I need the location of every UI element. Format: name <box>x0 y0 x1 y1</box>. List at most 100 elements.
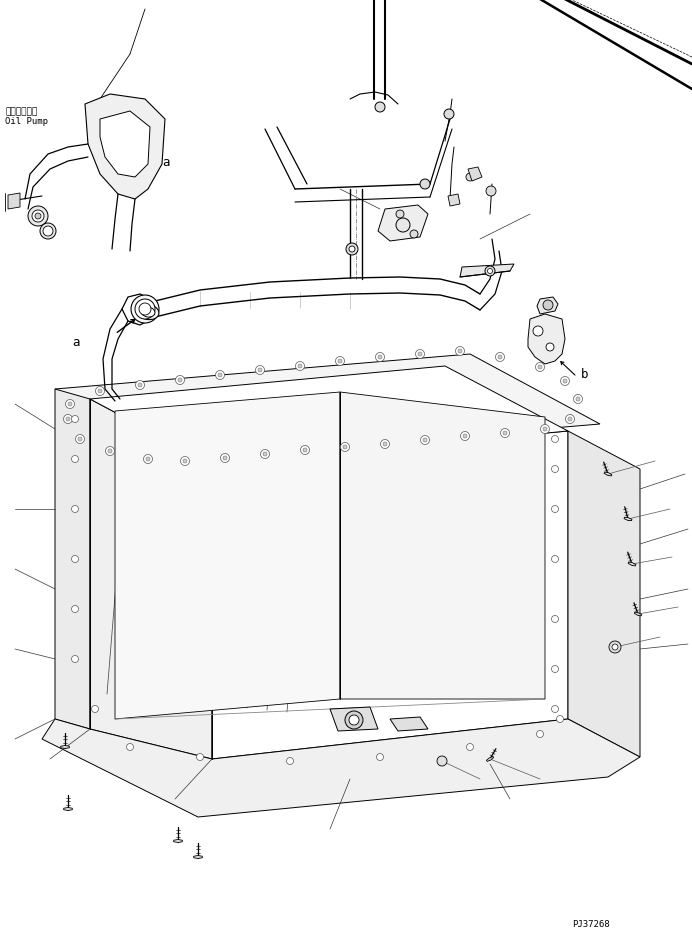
Polygon shape <box>90 367 568 464</box>
Circle shape <box>35 213 41 220</box>
Circle shape <box>71 606 78 613</box>
Polygon shape <box>468 168 482 182</box>
Circle shape <box>552 616 558 622</box>
Circle shape <box>300 446 309 455</box>
Circle shape <box>146 458 150 461</box>
Polygon shape <box>42 719 640 817</box>
Circle shape <box>444 110 454 120</box>
Circle shape <box>421 436 430 445</box>
Circle shape <box>498 356 502 359</box>
Circle shape <box>345 711 363 729</box>
Circle shape <box>546 344 554 352</box>
Circle shape <box>423 439 427 443</box>
Polygon shape <box>378 206 428 241</box>
Circle shape <box>71 417 78 423</box>
Circle shape <box>135 300 155 320</box>
Circle shape <box>612 644 618 651</box>
Circle shape <box>609 641 621 653</box>
Circle shape <box>543 428 547 431</box>
Circle shape <box>68 402 72 406</box>
Circle shape <box>131 296 159 324</box>
Circle shape <box>487 270 493 274</box>
Circle shape <box>176 376 185 385</box>
Circle shape <box>563 380 567 384</box>
Circle shape <box>561 377 570 386</box>
Circle shape <box>260 450 269 459</box>
Circle shape <box>576 398 580 402</box>
Circle shape <box>552 706 558 712</box>
Circle shape <box>568 417 572 421</box>
Text: b: b <box>581 368 588 381</box>
Circle shape <box>556 716 563 723</box>
Circle shape <box>32 211 44 223</box>
Circle shape <box>143 455 152 464</box>
Polygon shape <box>628 563 636 566</box>
Text: Oil Pump: Oil Pump <box>5 117 48 126</box>
Polygon shape <box>90 400 212 759</box>
Circle shape <box>28 207 48 227</box>
Text: PJ37268: PJ37268 <box>572 919 610 929</box>
Circle shape <box>218 373 222 377</box>
Circle shape <box>95 388 104 396</box>
Circle shape <box>381 440 390 449</box>
Text: オイルポンプ: オイルポンプ <box>5 108 37 116</box>
Circle shape <box>349 247 355 253</box>
Polygon shape <box>537 298 558 314</box>
Circle shape <box>437 756 447 767</box>
Circle shape <box>466 744 473 751</box>
Circle shape <box>378 356 382 359</box>
Circle shape <box>255 366 264 375</box>
Polygon shape <box>568 431 640 757</box>
Circle shape <box>221 454 230 463</box>
Polygon shape <box>486 757 493 762</box>
Circle shape <box>538 366 542 370</box>
Polygon shape <box>115 392 340 719</box>
Polygon shape <box>528 314 565 365</box>
Circle shape <box>105 447 114 456</box>
Circle shape <box>458 350 462 354</box>
Circle shape <box>552 506 558 513</box>
Circle shape <box>552 665 558 673</box>
Circle shape <box>303 448 307 452</box>
Circle shape <box>343 446 347 449</box>
Polygon shape <box>55 355 600 460</box>
Circle shape <box>263 452 267 457</box>
Circle shape <box>98 389 102 393</box>
Circle shape <box>223 457 227 461</box>
Circle shape <box>108 449 112 454</box>
Polygon shape <box>8 194 20 210</box>
Circle shape <box>298 365 302 369</box>
Circle shape <box>340 443 349 452</box>
Circle shape <box>565 415 574 424</box>
Circle shape <box>466 174 474 182</box>
Circle shape <box>552 436 558 443</box>
Circle shape <box>75 435 84 444</box>
Text: a: a <box>162 155 170 168</box>
Circle shape <box>503 431 507 435</box>
Polygon shape <box>61 746 69 749</box>
Polygon shape <box>100 112 150 178</box>
Circle shape <box>78 437 82 442</box>
Circle shape <box>415 350 424 359</box>
Circle shape <box>71 556 78 563</box>
Text: a: a <box>72 335 80 348</box>
Circle shape <box>552 556 558 563</box>
Circle shape <box>533 327 543 337</box>
Circle shape <box>40 224 56 240</box>
Circle shape <box>183 460 187 463</box>
Circle shape <box>418 353 422 357</box>
Circle shape <box>127 744 134 751</box>
Polygon shape <box>448 195 460 207</box>
Circle shape <box>71 506 78 513</box>
Circle shape <box>485 267 495 277</box>
Ellipse shape <box>137 305 159 320</box>
Circle shape <box>376 353 385 362</box>
Circle shape <box>338 359 342 363</box>
Circle shape <box>486 187 496 197</box>
Circle shape <box>375 103 385 113</box>
Circle shape <box>460 432 469 441</box>
Circle shape <box>215 371 224 380</box>
Polygon shape <box>340 392 545 699</box>
Circle shape <box>138 384 142 388</box>
Circle shape <box>536 363 545 373</box>
